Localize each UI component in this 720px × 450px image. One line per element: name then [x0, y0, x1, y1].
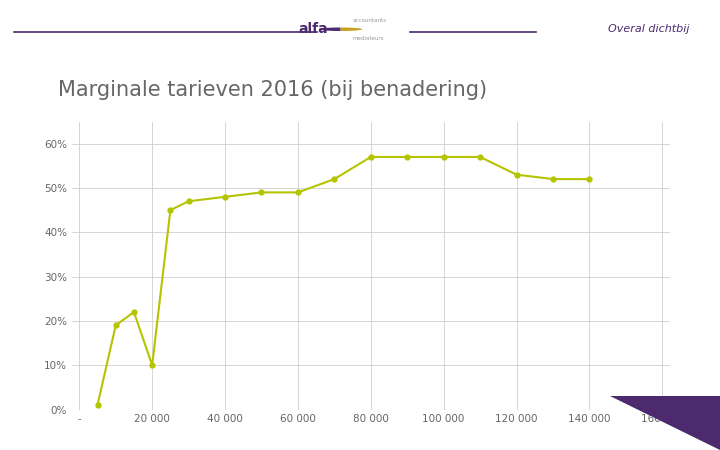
Polygon shape: [319, 27, 341, 31]
Polygon shape: [341, 27, 362, 31]
Polygon shape: [610, 396, 720, 450]
Text: mediateurs: mediateurs: [353, 36, 384, 40]
Text: alfa: alfa: [298, 22, 328, 36]
Text: Overal dichtbij: Overal dichtbij: [608, 24, 690, 34]
Text: accountants: accountants: [353, 18, 387, 23]
Text: Marginale tarieven 2016 (bij benadering): Marginale tarieven 2016 (bij benadering): [58, 80, 487, 100]
